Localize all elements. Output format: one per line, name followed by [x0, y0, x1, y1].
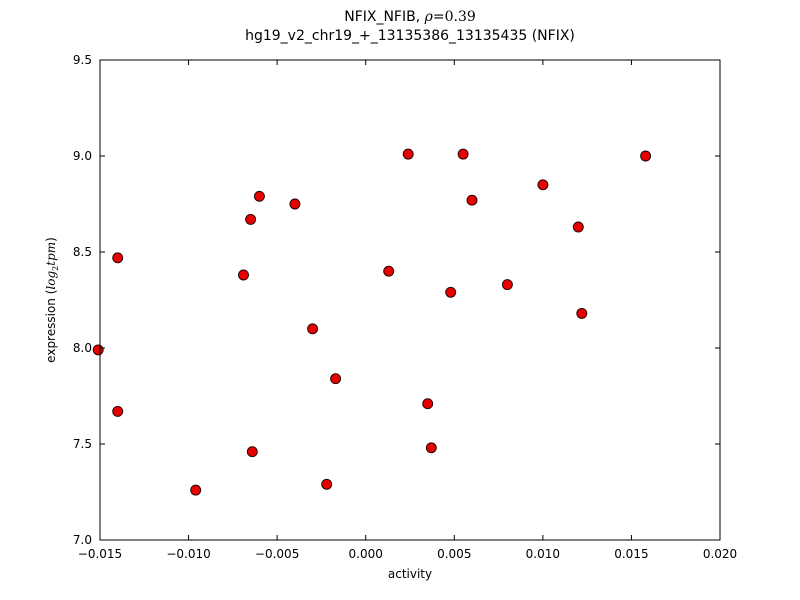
scatter-point — [445, 286, 457, 298]
scatter-point — [425, 442, 437, 454]
scatter-point — [289, 198, 301, 210]
title-text-prefix: NFIX_NFIB, — [344, 9, 425, 25]
scatter-point — [246, 446, 258, 458]
scatter-point — [537, 179, 549, 191]
y-axis-label: expression (log2tpm) — [44, 237, 60, 363]
plot-title-line1: NFIX_NFIB, ρ=0.39 — [100, 8, 720, 27]
scatter-point — [330, 373, 342, 385]
rho-symbol: ρ — [424, 9, 433, 25]
x-tick-label: 0.010 — [526, 547, 560, 561]
scatter-point — [307, 323, 319, 335]
y-tick-label: 7.0 — [73, 533, 92, 547]
scatter-point — [245, 213, 257, 225]
scatter-point — [402, 148, 414, 160]
y-tick-label: 8.5 — [73, 245, 92, 259]
scatter-point — [576, 307, 588, 319]
scatter-point — [640, 150, 652, 162]
scatter-point — [321, 478, 333, 490]
scatter-point — [572, 221, 584, 233]
y-tick-label: 9.5 — [73, 53, 92, 67]
y-tick-label: 8.0 — [73, 341, 92, 355]
x-axis-label: activity — [388, 567, 432, 581]
scatter-point — [112, 252, 124, 264]
x-tick-label: −0.010 — [166, 547, 210, 561]
scatter-point — [457, 148, 469, 160]
y-tick-label: 9.0 — [73, 149, 92, 163]
x-tick-label: −0.005 — [255, 547, 299, 561]
plot-title: NFIX_NFIB, ρ=0.39 hg19_v2_chr19_+_131353… — [100, 8, 720, 46]
rho-value: =0.39 — [432, 9, 476, 25]
x-tick-label: 0.015 — [614, 547, 648, 561]
scatter-point — [112, 405, 124, 417]
plot-title-line2: hg19_v2_chr19_+_13135386_13135435 (NFIX) — [245, 27, 575, 44]
y-tick-label: 7.5 — [73, 437, 92, 451]
scatter-point — [383, 265, 395, 277]
scatter-point — [253, 190, 265, 202]
axes-frame — [99, 59, 721, 541]
x-tick-label: −0.015 — [78, 547, 122, 561]
scatter-point — [501, 279, 513, 291]
x-tick-label: 0.020 — [703, 547, 737, 561]
scatter-point — [92, 344, 104, 356]
scatter-point — [238, 269, 249, 281]
scatter-point — [190, 484, 202, 496]
scatter-point — [466, 194, 478, 206]
scatter-point — [422, 398, 434, 410]
x-tick-label: 0.005 — [437, 547, 471, 561]
x-tick-label: 0.000 — [349, 547, 383, 561]
